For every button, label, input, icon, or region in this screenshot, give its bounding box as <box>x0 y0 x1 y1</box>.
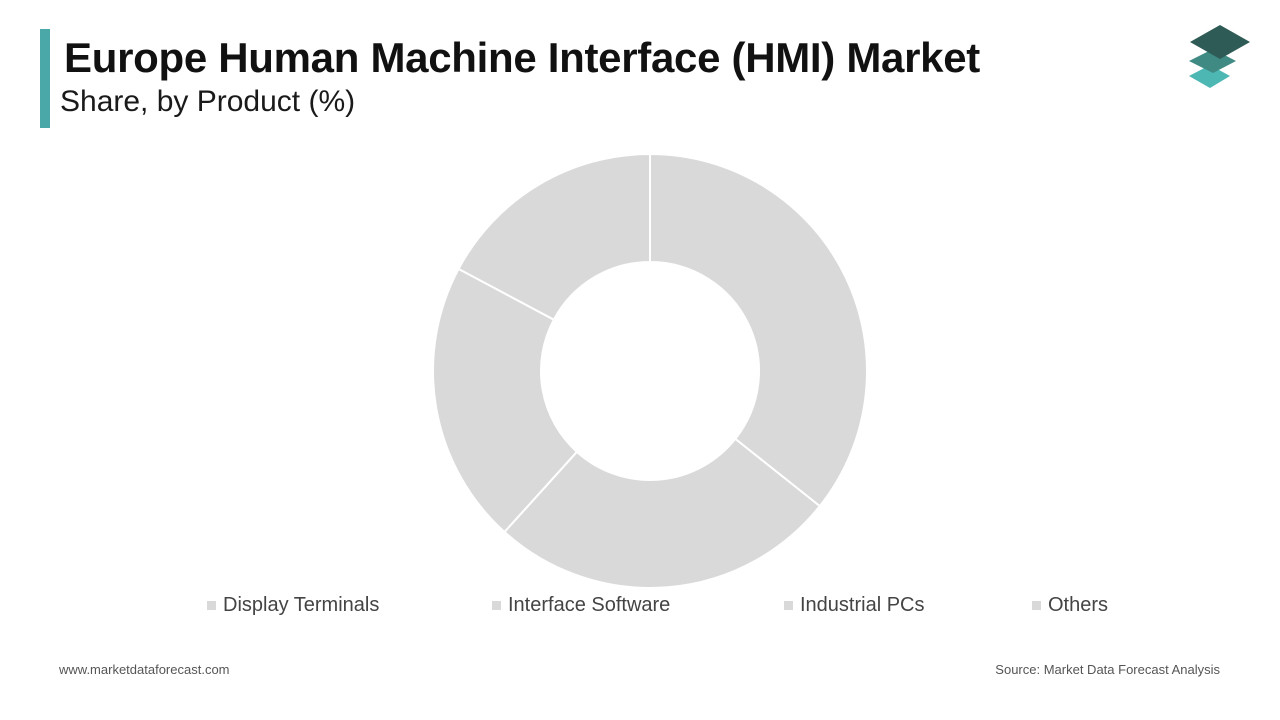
legend-label: Others <box>1048 594 1109 616</box>
legend-swatch <box>1032 601 1041 610</box>
title-accent-bar <box>40 29 50 128</box>
logo-layer-top <box>1190 25 1250 59</box>
donut-slice-interface-software <box>503 437 822 589</box>
chart-title: Europe Human Machine Interface (HMI) Mar… <box>64 34 980 81</box>
legend-label: Interface Software <box>508 594 671 616</box>
chart-legend: Display Terminals Interface Software Indus… <box>0 594 1280 620</box>
legend-swatch <box>207 601 216 610</box>
legend-swatch <box>784 601 793 610</box>
chart-subtitle: Share, by Product (%) <box>60 85 356 118</box>
donut-slice-others <box>457 152 651 322</box>
donut-slices <box>432 152 868 589</box>
source-note: Source: Market Data Forecast Analysis <box>995 662 1220 677</box>
legend-label: Industrial PCs <box>800 594 925 616</box>
website-url: www.marketdataforecast.com <box>59 662 230 677</box>
donut-slice-industrial-pcs <box>432 267 579 534</box>
legend-swatch <box>492 601 501 610</box>
legend-item: Interface Software <box>492 594 670 617</box>
legend-item: Others <box>1032 594 1108 617</box>
legend-label: Display Terminals <box>223 594 380 616</box>
legend-item: Industrial PCs <box>784 594 925 617</box>
donut-slice-display-terminals <box>649 152 868 508</box>
logo-layer-bottom <box>1189 65 1230 88</box>
legend-item: Display Terminals <box>207 594 379 617</box>
stacked-layers-icon <box>1189 25 1250 88</box>
